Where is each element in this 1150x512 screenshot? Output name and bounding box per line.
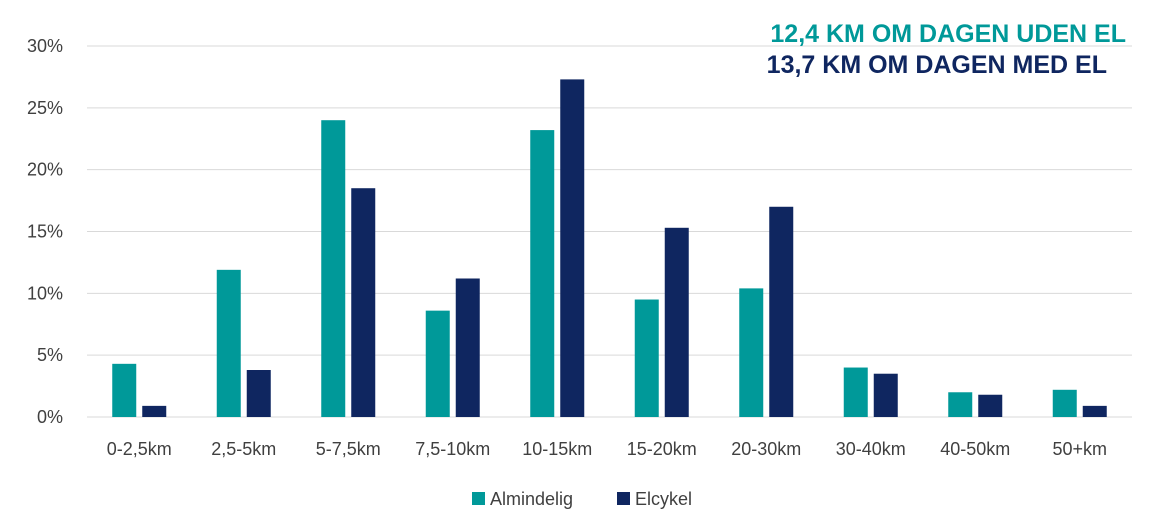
x-category-label: 40-50km: [940, 439, 1010, 459]
bar-elcykel-9: [1082, 405, 1107, 417]
bar-almindelig-9: [1052, 389, 1077, 417]
x-category-label: 2,5-5km: [211, 439, 276, 459]
bar-elcykel-6: [769, 206, 794, 417]
y-tick-label: 5%: [37, 345, 63, 365]
legend-swatch-almindelig: [472, 492, 485, 505]
bars: [112, 79, 1107, 418]
bar-almindelig-5: [634, 299, 659, 417]
y-tick-label: 15%: [27, 222, 63, 242]
y-axis-ticks: 0% 5% 10% 15% 20% 25% 30%: [27, 36, 63, 427]
legend-label-elcykel: Elcykel: [635, 489, 692, 509]
bar-elcykel-1: [246, 370, 271, 417]
x-category-label: 20-30km: [731, 439, 801, 459]
y-tick-label: 10%: [27, 283, 63, 303]
x-category-label: 15-20km: [627, 439, 697, 459]
bar-elcykel-4: [560, 79, 585, 417]
bar-almindelig-0: [112, 363, 137, 417]
y-tick-label: 20%: [27, 160, 63, 180]
x-category-label: 30-40km: [836, 439, 906, 459]
bar-almindelig-1: [216, 269, 241, 417]
y-tick-label: 0%: [37, 407, 63, 427]
x-category-label: 50+km: [1052, 439, 1107, 459]
bar-elcykel-2: [351, 188, 376, 417]
bar-elcykel-8: [978, 394, 1003, 417]
gridlines: [87, 45, 1132, 418]
legend: Almindelig Elcykel: [472, 489, 692, 509]
bar-almindelig-4: [530, 130, 555, 418]
annotation-uden-el: 12,4 KM OM DAGEN UDEN EL: [770, 20, 1126, 48]
y-tick-label: 25%: [27, 98, 63, 118]
bar-elcykel-5: [664, 227, 689, 417]
bar-almindelig-2: [321, 120, 346, 417]
annotations: 12,4 KM OM DAGEN UDEN EL 13,7 KM OM DAGE…: [767, 20, 1126, 79]
bar-almindelig-6: [739, 288, 764, 417]
bar-elcykel-7: [873, 373, 898, 417]
x-axis-ticks: 0-2,5km 2,5-5km 5-7,5km 7,5-10km 10-15km 15-2…: [107, 439, 1107, 459]
x-category-label: 7,5-10km: [415, 439, 490, 459]
x-category-label: 10-15km: [522, 439, 592, 459]
bar-elcykel-0: [142, 405, 167, 417]
bar-almindelig-7: [843, 367, 868, 417]
legend-label-almindelig: Almindelig: [490, 489, 573, 509]
annotation-med-el: 13,7 KM OM DAGEN MED EL: [767, 51, 1107, 79]
bar-elcykel-3: [455, 278, 480, 417]
x-category-label: 5-7,5km: [316, 439, 381, 459]
y-tick-label: 30%: [27, 36, 63, 56]
x-category-label: 0-2,5km: [107, 439, 172, 459]
legend-swatch-elcykel: [617, 492, 630, 505]
bar-almindelig-3: [425, 310, 450, 417]
bar-almindelig-8: [948, 392, 973, 417]
